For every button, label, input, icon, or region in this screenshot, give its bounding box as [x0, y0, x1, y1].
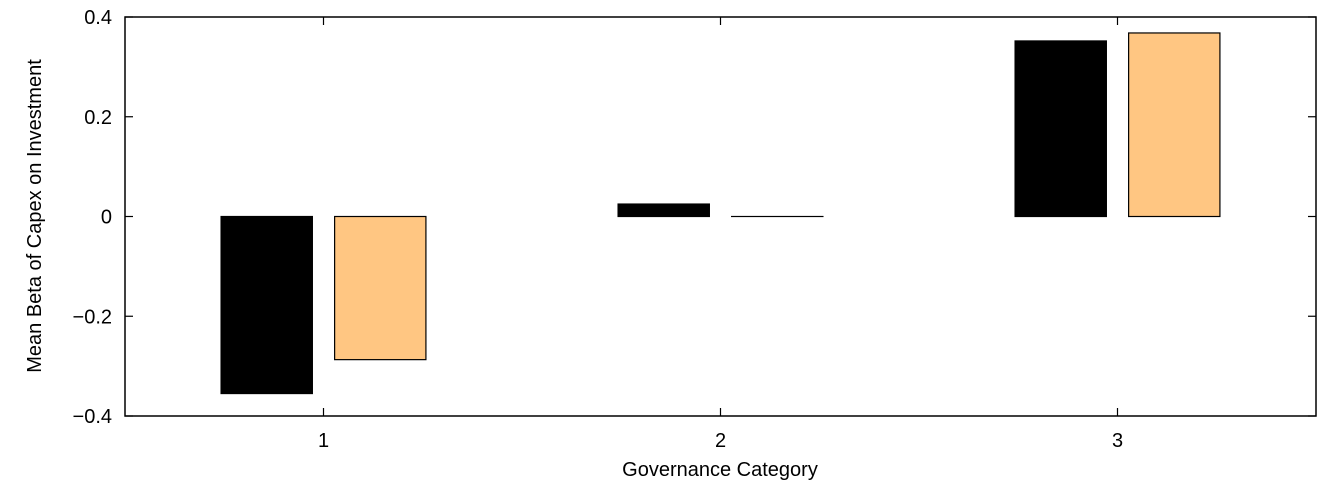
x-tick-label: 2 [715, 430, 726, 452]
x-tick-label: 3 [1112, 430, 1123, 452]
x-tick-label: 1 [318, 430, 329, 452]
y-tick-label: 0 [101, 207, 112, 229]
y-tick-label: 0.4 [84, 7, 112, 29]
y-tick-label: −0.4 [73, 406, 112, 428]
bar-cat-3-series-2 [1128, 32, 1221, 218]
y-axis-label: Mean Beta of Capex on Investment [24, 59, 46, 373]
bar-cat-1-series-2 [334, 215, 427, 361]
ticks-group: −0.4 −0.2 0 0.2 0.4 1 2 3 [73, 7, 1316, 452]
y-tick-label: −0.2 [73, 306, 112, 328]
bars-group [220, 32, 1221, 395]
bar-cat-1-series-1 [220, 215, 313, 395]
x-axis-label: Governance Category [622, 459, 818, 481]
y-tick-label: 0.2 [84, 107, 112, 129]
bar-cat-2-series-1 [617, 203, 710, 218]
bar-cat-3-series-1 [1014, 40, 1107, 218]
